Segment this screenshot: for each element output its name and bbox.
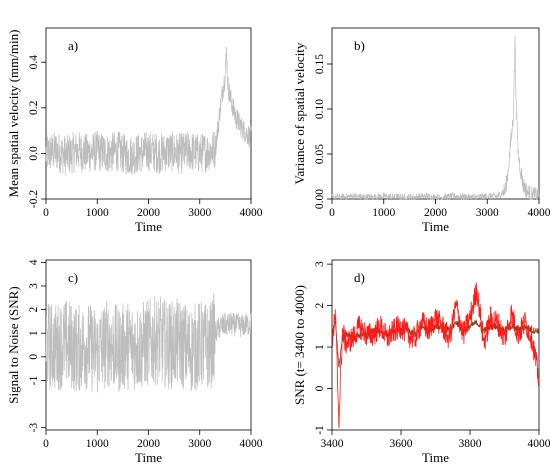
y-tick-label: -1 [314,425,326,435]
panel-tag: d) [354,270,365,285]
x-tick-label: 1000 [86,438,109,450]
plot-frame [331,259,540,431]
y-tick-label: 0.05 [314,144,326,164]
y-tick-label: 0.10 [314,99,326,119]
y-tick-label: 0.4 [28,55,40,70]
x-axis-title: Time [422,450,449,465]
panel-tag: a) [68,38,78,53]
y-axis-title: Signal to Noise (SNR) [6,286,21,403]
y-tick-label: -0.2 [28,190,40,208]
panel-tag: b) [354,38,365,53]
y-axis-title: Mean spatial velocity (mm/min) [6,30,21,198]
x-tick-label: 2000 [137,207,160,219]
x-tick-label: 3400 [321,438,344,450]
y-tick-label: 0.2 [28,100,40,115]
y-tick-label: 0 [314,385,326,391]
series-line [45,292,252,393]
panel-b: 0 1000 2000 3000 4000 0.00 0.05 0.10 0.15 Time Var… [292,27,550,234]
x-tick-label: 3000 [476,207,499,219]
x-tick-label: 3000 [188,438,211,450]
series-line [45,46,252,176]
x-axis-title: Time [135,219,162,234]
y-tick-label: 1 [314,344,326,350]
x-tick-label: 4000 [240,207,263,219]
y-axis-title: SNR (t= 3400 to 4000) [292,285,307,405]
panel-c: 0 1000 2000 3000 4000 -3 -1 0 1 2 3 4 Time Signal to … [6,259,263,465]
y-tick-label: 3 [314,261,326,267]
x-tick-label: 0 [43,207,49,219]
panel-a: 0 1000 2000 3000 4000 -0.2 0.0 0.2 0.4 Time Mean s… [6,27,263,234]
x-tick-label: 0 [329,207,335,219]
y-tick-label: -1 [28,375,40,385]
x-tick-label: 2000 [137,438,160,450]
panel-tag: c) [68,270,78,285]
x-tick-label: 3600 [390,438,413,450]
x-tick-label: 3800 [459,438,482,450]
y-tick-label: 2 [314,302,326,308]
x-tick-label: 2000 [424,207,447,219]
y-tick-label: -3 [28,423,40,433]
x-tick-label: 1000 [372,207,395,219]
y-axis-title: Variance of spatial velocity [292,42,307,184]
x-axis-title: Time [422,219,449,234]
x-tick-label: 4000 [528,207,550,219]
series-line [331,35,540,201]
y-tick-label: 0 [28,354,40,360]
y-tick-label: 0.15 [314,54,326,74]
y-tick-label: 0.00 [314,189,326,209]
x-tick-label: 3000 [188,207,211,219]
x-axis-title: Time [135,450,162,465]
y-tick-label: 2 [28,306,40,312]
panel-d: 3400 3600 3800 4000 -1 0 1 2 3 Time SNR (t= 3400 t… [292,259,550,465]
series-line [331,282,540,429]
x-tick-label: 4000 [240,438,263,450]
x-tick-label: 0 [43,438,49,450]
x-tick-label: 1000 [86,207,109,219]
y-tick-label: 4 [28,259,40,265]
x-tick-label: 4000 [528,438,550,450]
y-tick-label: 3 [28,283,40,289]
y-tick-label: 0.0 [28,146,40,161]
y-tick-label: 1 [28,330,40,336]
